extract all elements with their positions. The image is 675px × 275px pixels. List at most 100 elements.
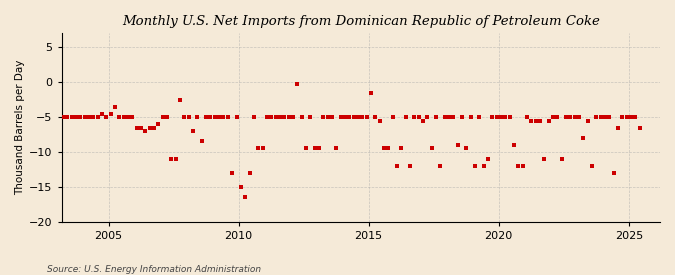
Point (578, 136, 589, 140)
Point (101, 115, 112, 119)
Point (456, 115, 467, 119)
Point (461, 146, 472, 151)
Point (326, 115, 337, 119)
Point (621, 115, 632, 119)
Point (227, 171, 238, 175)
Point (161, 115, 172, 119)
Point (236, 185, 246, 189)
Point (626, 115, 637, 119)
Point (547, 115, 558, 119)
Point (365, 90, 376, 95)
Point (66, 115, 77, 119)
Point (309, 146, 320, 151)
Point (157, 115, 168, 119)
Point (57, 115, 68, 119)
Point (344, 115, 354, 119)
Point (500, 115, 510, 119)
Title: Monthly U.S. Net Imports from Dominican Republic of Petroleum Coke: Monthly U.S. Net Imports from Dominican … (122, 15, 600, 28)
Point (205, 115, 216, 119)
Point (521, 115, 532, 119)
Point (183, 115, 194, 119)
Point (348, 115, 359, 119)
Point (487, 115, 497, 119)
Point (404, 164, 415, 168)
Point (200, 115, 211, 119)
Point (240, 195, 250, 199)
Point (383, 146, 394, 151)
Point (123, 115, 134, 119)
Point (535, 118, 545, 123)
Point (292, 81, 302, 86)
Point (114, 115, 125, 119)
Point (513, 164, 524, 168)
Point (531, 118, 541, 123)
Point (279, 115, 290, 119)
Point (361, 115, 372, 119)
Point (630, 115, 641, 119)
Point (565, 115, 576, 119)
Point (231, 115, 242, 119)
Point (136, 125, 146, 130)
Point (387, 115, 398, 119)
Point (131, 125, 142, 130)
Point (222, 115, 233, 119)
Point (604, 115, 615, 119)
Point (374, 118, 385, 123)
Point (261, 115, 272, 119)
Point (266, 115, 277, 119)
Point (422, 115, 433, 119)
Point (75, 115, 86, 119)
Point (452, 143, 463, 147)
Point (396, 146, 406, 151)
Point (192, 115, 203, 119)
Point (443, 115, 454, 119)
Point (335, 115, 346, 119)
Point (517, 164, 528, 168)
Point (209, 115, 220, 119)
Point (608, 171, 619, 175)
Point (552, 115, 563, 119)
Point (435, 164, 446, 168)
Point (88, 115, 99, 119)
Point (322, 115, 333, 119)
Point (591, 115, 601, 119)
Point (248, 115, 259, 119)
Point (270, 115, 281, 119)
Point (426, 146, 437, 151)
Point (288, 115, 298, 119)
Point (170, 157, 181, 161)
Point (304, 115, 315, 119)
Point (71, 115, 82, 119)
Point (526, 118, 537, 123)
Point (392, 164, 402, 168)
Point (257, 146, 268, 151)
Point (400, 115, 411, 119)
Point (118, 115, 129, 119)
Point (352, 115, 363, 119)
Point (196, 139, 207, 144)
Point (92, 115, 103, 119)
Point (331, 146, 342, 151)
Point (318, 115, 329, 119)
Point (465, 115, 476, 119)
Point (84, 115, 95, 119)
Point (379, 146, 389, 151)
Point (274, 115, 285, 119)
Point (140, 129, 151, 133)
Point (179, 115, 190, 119)
Point (340, 115, 350, 119)
Point (188, 129, 198, 133)
Point (166, 157, 177, 161)
Point (556, 157, 567, 161)
Point (105, 111, 116, 116)
Text: Source: U.S. Energy Information Administration: Source: U.S. Energy Information Administ… (47, 265, 261, 274)
Point (296, 115, 307, 119)
Point (599, 115, 610, 119)
Point (283, 115, 294, 119)
Point (97, 111, 107, 116)
Point (574, 115, 585, 119)
Point (127, 115, 138, 119)
Point (495, 115, 506, 119)
Point (431, 115, 441, 119)
Point (244, 171, 255, 175)
